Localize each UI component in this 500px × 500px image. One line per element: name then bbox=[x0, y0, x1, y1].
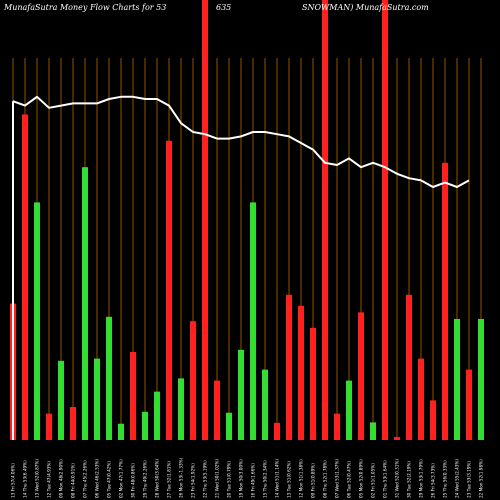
bar bbox=[298, 305, 304, 440]
bar bbox=[118, 423, 124, 440]
x-tick-label: 30 Fri 48(0.86%) bbox=[131, 463, 136, 498]
x-tick-label: 21 Wed 50(1.02%) bbox=[215, 459, 220, 498]
bar bbox=[406, 294, 412, 440]
x-tick-label: 26 Fri 54(3.73%) bbox=[431, 463, 436, 498]
bar bbox=[82, 167, 88, 440]
bar bbox=[334, 413, 340, 440]
title-middle: 635 bbox=[216, 3, 231, 12]
bar bbox=[58, 360, 64, 440]
bar bbox=[166, 140, 172, 441]
x-tick-label: 08 Thu 52(1.78%) bbox=[323, 460, 328, 498]
x-tick-label: 27 Tue 52(1.81%) bbox=[167, 461, 172, 498]
title-left: MunafaSutra Money Flow Charts for 53 bbox=[3, 3, 166, 12]
bar bbox=[190, 321, 196, 440]
bar bbox=[238, 349, 244, 440]
x-tick-label: 02 Mon 47(1.77%) bbox=[119, 459, 124, 498]
x-tick-label: 30 Tue 52(2.19%) bbox=[407, 461, 412, 498]
x-tick-label: 25 Thu 56(0.33%) bbox=[443, 460, 448, 498]
bar bbox=[214, 380, 220, 440]
x-tick-label: 07 Thu 45(2.26%) bbox=[83, 460, 88, 498]
bar bbox=[322, 0, 328, 440]
bar bbox=[394, 436, 400, 440]
x-tick-label: 13 Wed 52(0.87%) bbox=[35, 459, 40, 498]
bar bbox=[130, 352, 136, 440]
flow-line bbox=[12, 95, 470, 188]
x-axis-labels: 13 Fri 57(4.06%) 14 Thu 53(6.49%) 13 Wed 5… bbox=[11, 457, 484, 498]
bar bbox=[142, 411, 148, 440]
x-tick-label: 08 Fri 44(0.91%) bbox=[71, 463, 76, 498]
x-tick-label: 14 Thu 53(6.49%) bbox=[23, 460, 28, 498]
bar bbox=[430, 400, 436, 440]
bar bbox=[274, 422, 280, 440]
x-tick-label: 06 Tue 52(0.47%) bbox=[347, 461, 352, 498]
x-tick-label: 15 Thu 50(2.34%) bbox=[263, 460, 268, 498]
x-tick-label: 12 Tue 47(4.93%) bbox=[47, 461, 52, 498]
title-right: SNOWMAN) MunafaSutra.com bbox=[302, 3, 429, 12]
x-tick-label: 16 Fri 49(1.66%) bbox=[251, 463, 256, 498]
x-tick-label: 13 Fri 57(4.06%) bbox=[11, 463, 16, 498]
bar bbox=[286, 294, 292, 440]
x-tick-label: 07 Wed 53(1.37%) bbox=[335, 459, 340, 498]
x-tick-label: 12 Mon 51(1.38%) bbox=[299, 459, 304, 498]
x-tick-label: 29 Mon 53(1.79%) bbox=[419, 459, 424, 498]
bar bbox=[202, 0, 208, 440]
x-tick-label: 26 Mon 53(-1.33%) bbox=[179, 457, 184, 498]
bar bbox=[454, 319, 460, 440]
bar-series bbox=[10, 0, 484, 441]
x-tick-label: 28 Wed 50(3.64%) bbox=[155, 459, 160, 498]
x-tick-label: 24 Wed 55(2.43%) bbox=[455, 459, 460, 498]
bar bbox=[418, 358, 424, 440]
bar bbox=[442, 162, 448, 441]
x-tick-label: 22 Thu 53(5.19%) bbox=[203, 460, 208, 498]
x-tick-label: 29 Thu 49(2.26%) bbox=[143, 460, 148, 498]
x-tick-label: 05 Mon 52(0.89%) bbox=[359, 459, 364, 498]
x-tick-label: 14 Wed 51(1.14%) bbox=[275, 459, 280, 498]
bar bbox=[250, 202, 256, 440]
bar bbox=[358, 312, 364, 440]
x-tick-label: 23 Fri 54(1.92%) bbox=[191, 463, 196, 498]
bar bbox=[34, 202, 40, 440]
x-tick-label: 22 Mon 52(1.98%) bbox=[479, 459, 484, 498]
bar bbox=[46, 413, 52, 440]
x-tick-label: 13 Tue 51(0.62%) bbox=[287, 461, 292, 498]
bar bbox=[106, 316, 112, 440]
x-tick-label: 09 Mon 48(2.90%) bbox=[59, 459, 64, 498]
x-tick-label: 06 Wed 46(2.53%) bbox=[95, 459, 100, 498]
bar bbox=[262, 369, 268, 440]
x-tick-label: 20 Tue 51(0.79%) bbox=[227, 461, 232, 498]
bar bbox=[94, 358, 100, 440]
x-tick-label: 01 Thu 53(1.64%) bbox=[383, 460, 388, 498]
x-tick-label: 05 Tue 47(0.42%) bbox=[107, 461, 112, 498]
x-tick-label: 09 Fri 51(0.89%) bbox=[311, 463, 316, 498]
x-tick-label: 19 Mon 50(3.00%) bbox=[239, 459, 244, 498]
bar bbox=[178, 378, 184, 440]
bar bbox=[370, 422, 376, 440]
bar bbox=[22, 114, 28, 441]
bar bbox=[154, 391, 160, 440]
bar bbox=[466, 369, 472, 440]
flow-line-group bbox=[12, 95, 470, 440]
bar bbox=[478, 319, 484, 440]
bar bbox=[310, 327, 316, 440]
bar bbox=[346, 380, 352, 440]
bar bbox=[382, 0, 388, 440]
x-tick-label: 31 Wed 52(0.31%) bbox=[395, 459, 400, 498]
x-tick-label: 23 Tue 53(3.19%) bbox=[467, 461, 472, 498]
x-tick-label: 02 Fri 51(1.05%) bbox=[371, 463, 376, 498]
bar bbox=[226, 412, 232, 440]
bar bbox=[70, 407, 76, 440]
